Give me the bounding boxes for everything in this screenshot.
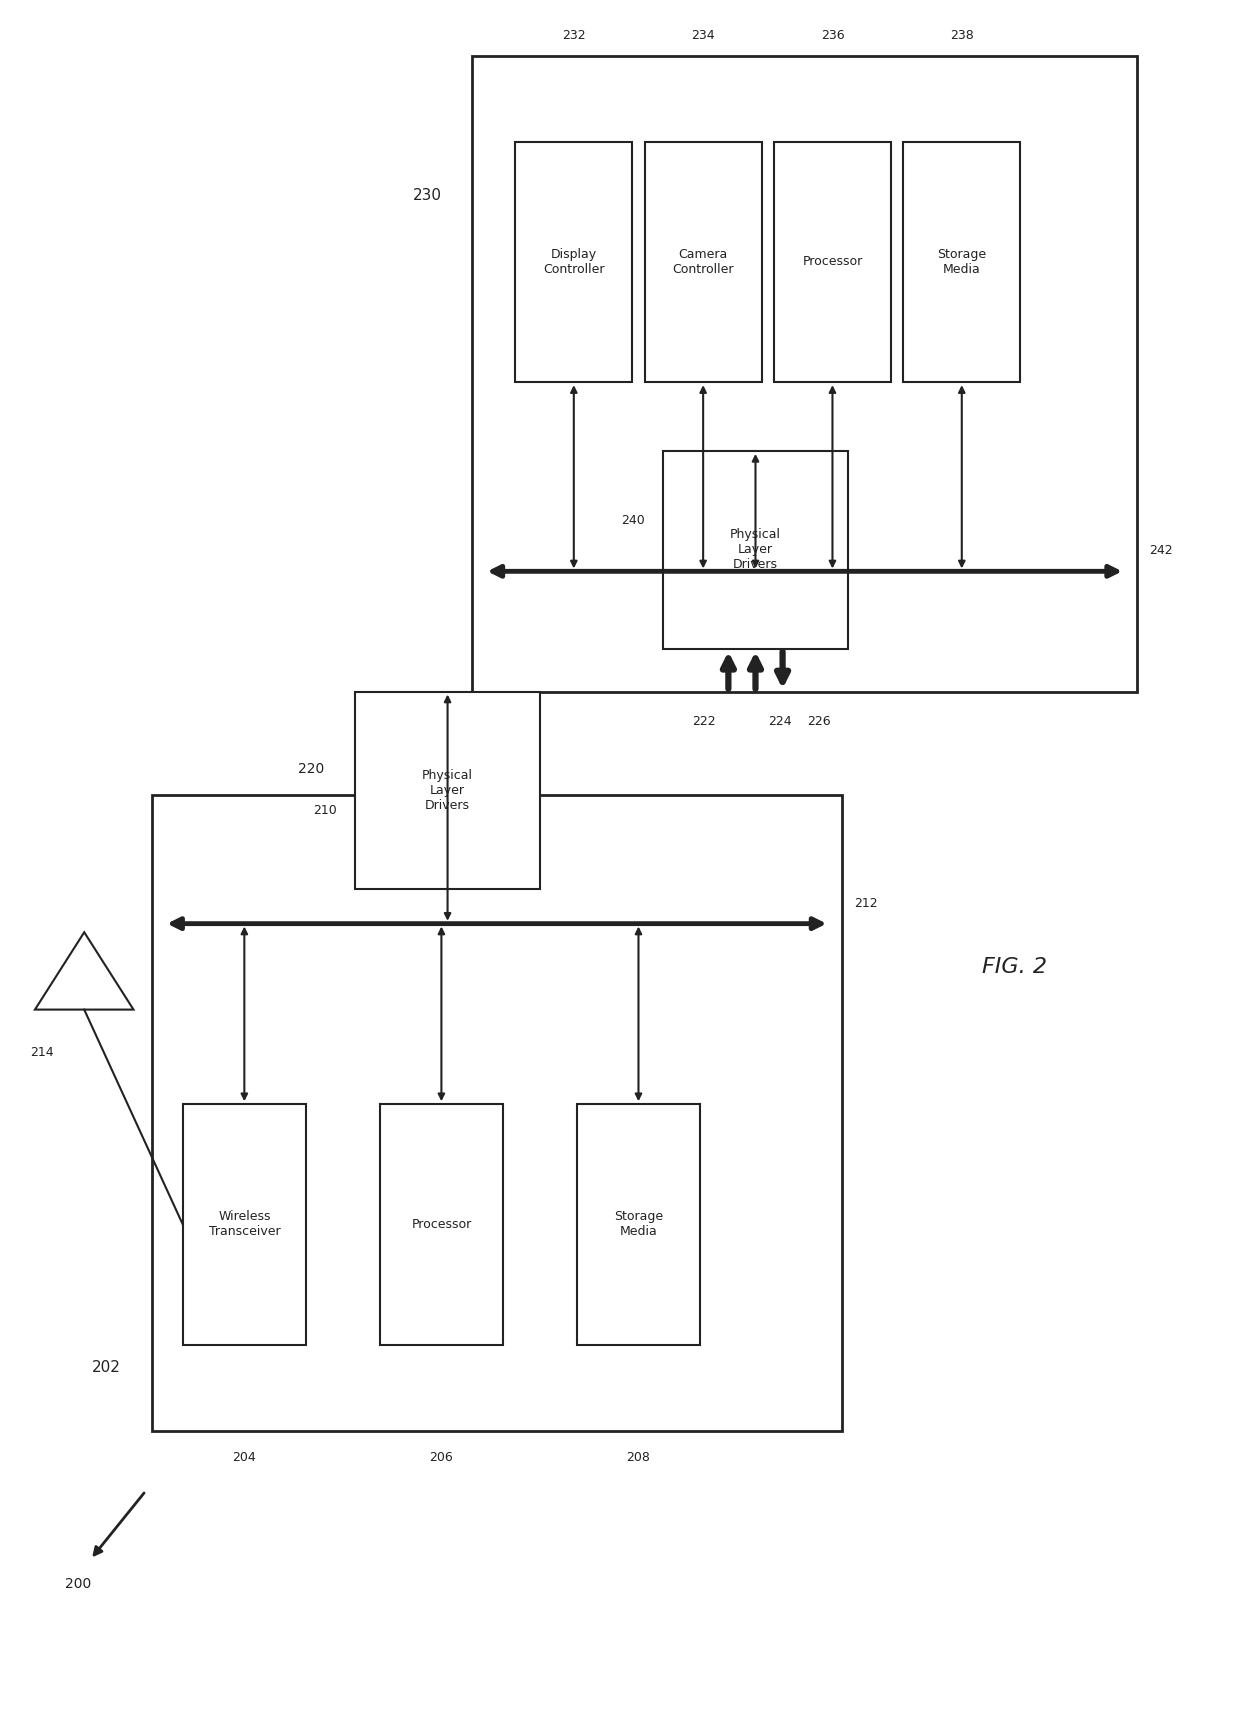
Text: 230: 230 [413, 188, 441, 204]
Bar [903, 142, 1021, 382]
Bar [645, 142, 761, 382]
Text: 222: 222 [692, 715, 715, 729]
Text: Processor: Processor [412, 1218, 471, 1231]
Text: 224: 224 [768, 715, 791, 729]
Text: 234: 234 [692, 29, 715, 41]
Bar [516, 142, 632, 382]
Text: 200: 200 [64, 1577, 92, 1591]
Text: 238: 238 [950, 29, 973, 41]
Bar [472, 55, 1137, 691]
Bar [774, 142, 892, 382]
Text: Physical
Layer
Drivers: Physical Layer Drivers [422, 769, 474, 812]
Text: 220: 220 [298, 762, 325, 775]
Bar [153, 794, 842, 1430]
Text: 210: 210 [312, 803, 337, 817]
Text: Display
Controller: Display Controller [543, 249, 605, 276]
Text: Storage
Media: Storage Media [937, 249, 986, 276]
Text: Camera
Controller: Camera Controller [672, 249, 734, 276]
Text: 202: 202 [92, 1359, 122, 1375]
Text: 206: 206 [429, 1451, 454, 1464]
Bar [379, 1104, 503, 1345]
Text: 212: 212 [854, 896, 878, 910]
Bar [663, 451, 848, 649]
Bar [182, 1104, 306, 1345]
Text: 240: 240 [621, 513, 645, 527]
Bar [355, 691, 539, 889]
Text: 226: 226 [807, 715, 831, 729]
Text: 236: 236 [821, 29, 844, 41]
Bar [577, 1104, 701, 1345]
Text: FIG. 2: FIG. 2 [982, 957, 1047, 977]
Text: Processor: Processor [802, 256, 863, 268]
Text: 208: 208 [626, 1451, 651, 1464]
Text: 232: 232 [562, 29, 585, 41]
Text: 204: 204 [232, 1451, 257, 1464]
Text: 214: 214 [30, 1047, 53, 1059]
Text: 242: 242 [1149, 544, 1173, 558]
Text: Wireless
Transceiver: Wireless Transceiver [208, 1211, 280, 1238]
Text: Physical
Layer
Drivers: Physical Layer Drivers [730, 528, 781, 572]
Text: Storage
Media: Storage Media [614, 1211, 663, 1238]
